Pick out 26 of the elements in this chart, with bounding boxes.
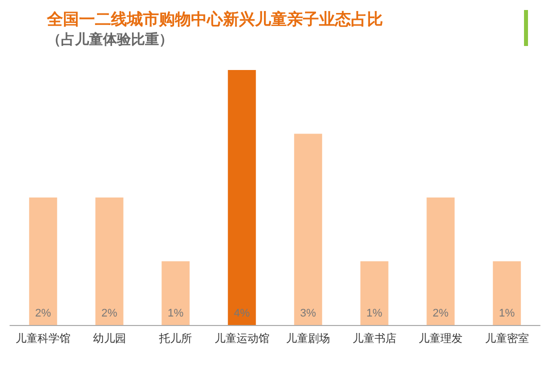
data-label: 2% xyxy=(35,308,52,320)
x-tick-label: 儿童剧场 xyxy=(286,332,330,345)
data-label: 2% xyxy=(432,308,449,320)
data-label: 4% xyxy=(234,308,250,320)
bar xyxy=(492,261,521,325)
data-label: 1% xyxy=(366,308,383,320)
x-tick-label: 儿童书店 xyxy=(352,332,396,345)
bar xyxy=(228,70,256,325)
bar xyxy=(426,198,455,325)
x-tick-label: 儿童科学馆 xyxy=(16,332,71,345)
x-tick-label: 儿童密室 xyxy=(484,332,529,345)
bar xyxy=(360,261,388,325)
data-label: 1% xyxy=(498,308,516,320)
x-tick-label: 托儿所 xyxy=(158,332,192,345)
x-tick-label: 儿童运动馆 xyxy=(214,332,270,345)
data-label: 3% xyxy=(300,308,316,320)
chart-subtitle: （占儿童体验比重） xyxy=(47,31,173,48)
bar xyxy=(95,198,124,325)
data-label: 2% xyxy=(101,308,118,320)
x-tick-label: 儿童理发 xyxy=(418,332,463,345)
chart-title: 全国一二线城市购物中心新兴儿童亲子业态占比 xyxy=(46,10,383,28)
bar xyxy=(29,198,58,325)
x-tick-label: 幼儿园 xyxy=(92,332,126,345)
bar xyxy=(162,261,190,325)
bar xyxy=(294,134,322,325)
data-label: 1% xyxy=(168,308,184,320)
